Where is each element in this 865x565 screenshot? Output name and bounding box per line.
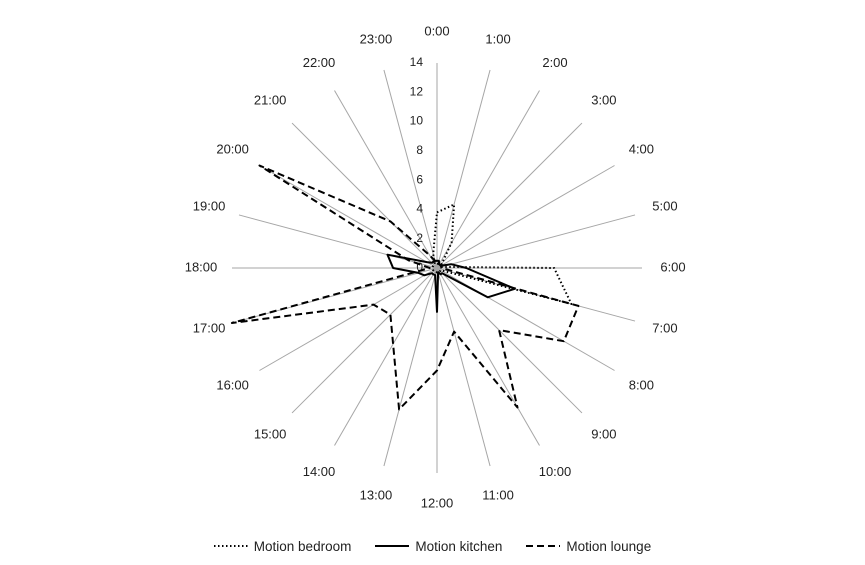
spoke-13-00 [383,267,438,467]
spoke-9-00 [436,267,583,414]
hour-label-2-00: 2:00 [542,55,567,70]
series-motion-bedroom [431,203,573,305]
spoke-3-00 [436,122,583,269]
hour-label-8-00: 8:00 [629,377,654,392]
hour-label-17-00: 17:00 [193,321,226,336]
hour-label-0-00: 0:00 [424,23,449,38]
legend-item-kitchen: Motion kitchen [375,539,502,554]
spoke-5-00 [436,214,636,269]
legend-swatch-solid [375,545,410,547]
legend-label-lounge: Motion lounge [566,538,652,554]
tick-label-10: 10 [410,114,424,128]
spoke-8-00 [436,267,615,371]
hour-label-6-00: 6:00 [660,259,685,274]
legend-label-kitchen: Motion kitchen [415,538,503,554]
spoke-10-00 [436,267,540,446]
tick-label-4: 4 [416,202,423,216]
hour-label-1-00: 1:00 [485,31,510,46]
spoke-21-00 [291,122,438,269]
spoke-22-00 [334,90,438,269]
hour-label-15-00: 15:00 [254,426,287,441]
hour-label-5-00: 5:00 [652,198,677,213]
tick-label-14: 14 [410,55,424,69]
hour-label-19-00: 19:00 [193,198,226,213]
hour-label-10-00: 10:00 [539,464,572,479]
spoke-16-00 [259,267,438,371]
tick-label-2: 2 [416,231,423,245]
hour-label-4-00: 4:00 [629,141,654,156]
hour-label-11-00: 11:00 [482,487,514,502]
spoke-20-00 [259,165,438,269]
spoke-2-00 [436,90,540,269]
tick-label-0: 0 [416,260,423,274]
hour-label-23-00: 23:00 [360,31,393,46]
hour-label-22-00: 22:00 [303,55,336,70]
legend: Motion bedroom Motion kitchen Motion lou… [0,536,865,556]
legend-item-bedroom: Motion bedroom [213,538,352,554]
hour-label-21-00: 21:00 [254,93,287,108]
radial-tick-labels: 0 2 4 6 8 10 12 14 [410,55,424,274]
hour-label-13-00: 13:00 [360,487,393,502]
hour-labels: 0:00 1:00 2:00 3:00 4:00 5:00 6:00 7:00 8:00 9:00… [185,23,686,510]
hour-label-18-00: 18:00 [185,259,218,274]
hour-label-9-00: 9:00 [591,426,616,441]
spoke-4-00 [436,165,615,269]
legend-label-bedroom: Motion bedroom [253,538,352,554]
radar-spokes [232,63,642,473]
series-motion-lounge [230,164,580,411]
spoke-19-00 [238,214,438,269]
legend-item-lounge: Motion lounge [526,539,651,554]
tick-label-12: 12 [410,84,424,98]
hour-label-20-00: 20:00 [216,141,249,156]
tick-label-8: 8 [416,143,423,157]
spoke-11-00 [436,267,491,467]
legend-swatch-dashed [526,545,561,547]
spoke-14-00 [334,267,438,446]
hour-label-3-00: 3:00 [591,93,616,108]
spoke-15-00 [291,267,438,414]
spoke-1-00 [436,69,491,269]
radar-chart: 0 2 4 6 8 10 12 14 0:00 1:00 2:00 3:00 4:00 5:00 6:00… [185,23,686,510]
hour-label-16-00: 16:00 [216,377,249,392]
series-lines [230,164,580,411]
tick-label-6: 6 [416,172,423,186]
hour-label-14-00: 14:00 [303,464,336,479]
legend-swatch-dotted [213,545,248,547]
spoke-23-00 [383,69,438,269]
hour-label-12-00: 12:00 [421,495,454,510]
hour-label-7-00: 7:00 [652,321,677,336]
